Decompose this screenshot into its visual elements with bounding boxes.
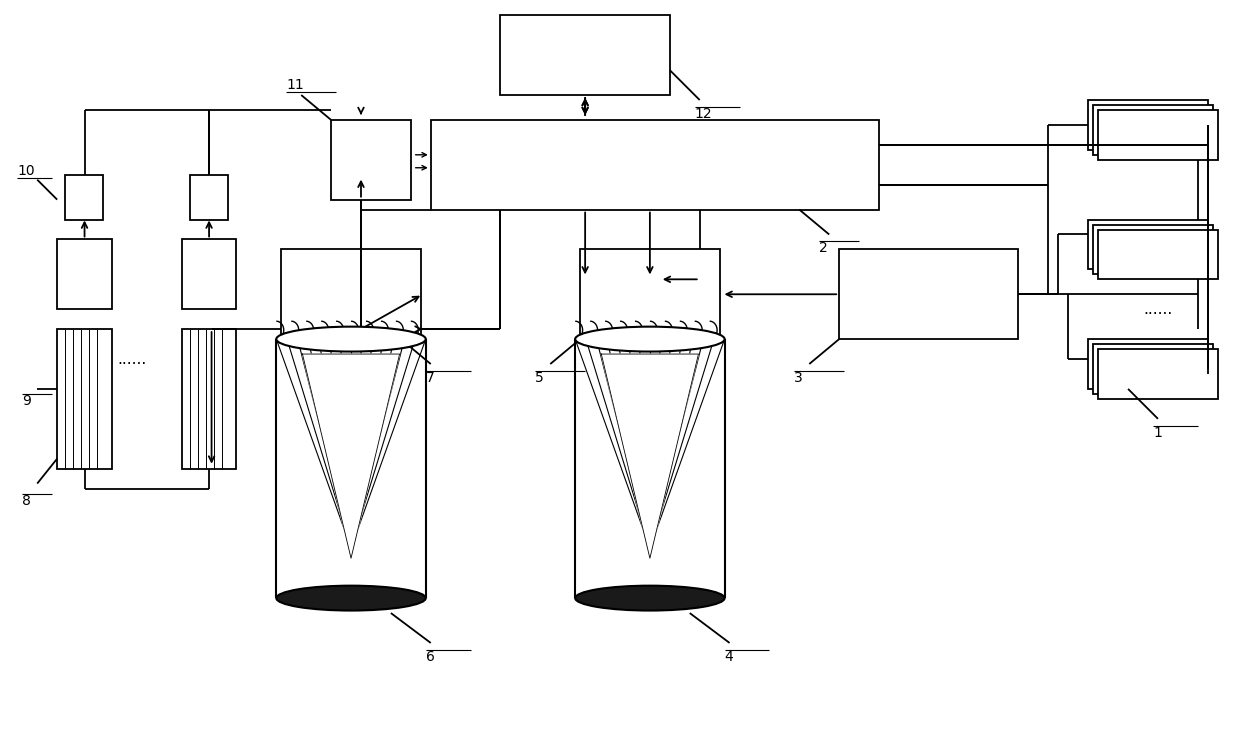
Ellipse shape [277,585,425,611]
Bar [57,329,112,469]
Bar [66,175,103,219]
Text: 6: 6 [425,650,434,664]
Bar [839,249,1018,339]
Bar [1099,349,1218,399]
Bar [281,249,420,339]
Bar [1099,230,1218,279]
Text: 11: 11 [286,78,304,92]
Bar [1094,225,1213,274]
Text: 3: 3 [795,371,804,385]
Text: ......: ...... [1143,302,1173,316]
Bar [1089,219,1208,269]
Bar [57,240,112,309]
Bar [501,15,670,95]
Bar [182,329,237,469]
Text: 12: 12 [694,107,712,121]
Text: 8: 8 [22,494,31,507]
Bar [1094,344,1213,394]
Bar [1099,110,1218,160]
Bar [331,120,410,200]
Ellipse shape [575,327,724,351]
Bar [190,175,227,219]
Bar [580,249,719,339]
Text: 10: 10 [17,164,35,178]
Text: 5: 5 [536,371,544,385]
Polygon shape [303,354,399,558]
Text: ......: ...... [118,351,146,367]
Text: 2: 2 [820,241,828,255]
Ellipse shape [277,327,425,351]
Ellipse shape [575,585,724,611]
Text: 7: 7 [425,371,434,385]
Bar [1089,339,1208,389]
Bar [1094,105,1213,155]
Polygon shape [601,354,698,558]
Bar [430,120,879,210]
Text: 9: 9 [22,394,31,408]
Bar [182,240,237,309]
Text: 4: 4 [724,650,733,664]
Text: 1: 1 [1153,426,1162,440]
Bar [1089,100,1208,150]
